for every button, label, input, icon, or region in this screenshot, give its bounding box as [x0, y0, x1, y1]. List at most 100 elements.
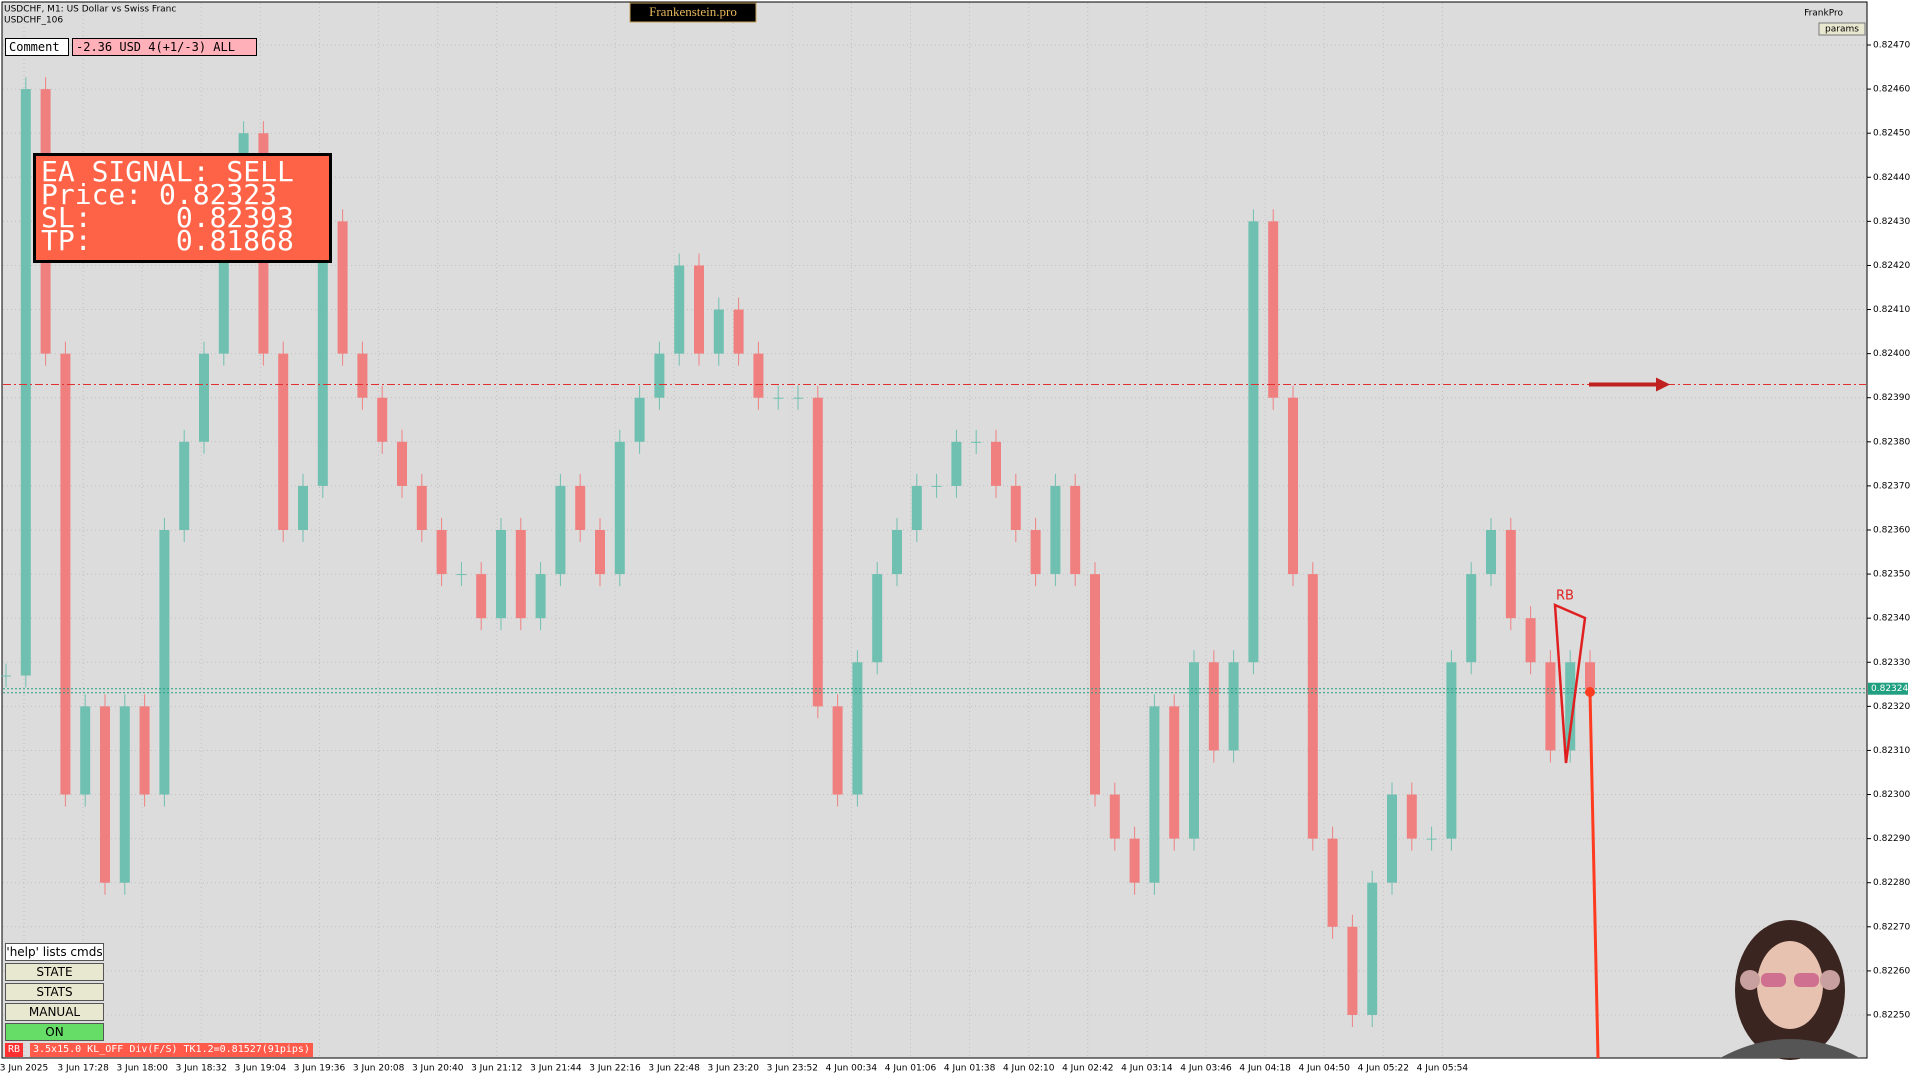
candle	[1169, 706, 1180, 839]
candle	[1268, 221, 1279, 398]
time-label: 4 Jun 05:22	[1358, 1064, 1409, 1074]
price-tick-label: 0.82390	[1873, 393, 1910, 403]
command-button[interactable]: ON	[5, 1023, 104, 1041]
candle	[1228, 662, 1239, 751]
candle	[1426, 838, 1437, 840]
candle	[496, 529, 506, 619]
time-label: 4 Jun 02:10	[1003, 1064, 1055, 1074]
candle	[951, 441, 962, 486]
sl-arrow-head	[1656, 377, 1670, 392]
time-label: 3 Jun 18:32	[176, 1064, 227, 1074]
candle	[1585, 662, 1595, 689]
candle	[357, 353, 368, 398]
candle	[694, 265, 704, 354]
brand: Frankenstein.pro	[649, 4, 737, 19]
candle	[773, 397, 784, 399]
candle	[1545, 662, 1556, 751]
candle	[634, 397, 645, 442]
time-label: 4 Jun 02:42	[1062, 1064, 1113, 1074]
price-tick-label: 0.82450	[1873, 129, 1910, 139]
candle	[892, 529, 902, 575]
candle	[911, 485, 922, 530]
candle	[1307, 574, 1318, 839]
price-tick-label: 0.82340	[1873, 614, 1910, 624]
candle	[199, 353, 209, 442]
signal-line: SL: 0.82393	[41, 201, 294, 234]
candle	[595, 529, 605, 575]
candle	[1070, 485, 1081, 575]
candle	[218, 221, 229, 354]
candle	[456, 574, 467, 576]
candle	[179, 441, 190, 530]
signal-box: EA SIGNAL: SELL Price: 0.82323 SL: 0.82393…	[33, 153, 332, 263]
price-tick-label: 0.82430	[1873, 217, 1910, 227]
price-tick-label: 0.82420	[1873, 261, 1910, 271]
candle	[119, 706, 130, 883]
time-label: 3 Jun 20:08	[353, 1064, 405, 1074]
time-label: 4 Jun 01:38	[944, 1064, 996, 1074]
time-label: 3 Jun 19:36	[294, 1064, 346, 1074]
candle	[1406, 794, 1417, 839]
command-button[interactable]: STATE	[5, 963, 104, 981]
price-tick-label: 0.82350	[1873, 570, 1910, 580]
candle	[20, 89, 31, 676]
candle	[812, 397, 823, 707]
time-label: 3 Jun 19:04	[235, 1064, 287, 1074]
comment-label: Comment	[5, 38, 69, 56]
candle	[1, 675, 11, 677]
time-label: 3 Jun 17:28	[57, 1064, 109, 1074]
candle	[1466, 574, 1477, 663]
time-label: 4 Jun 04:50	[1298, 1064, 1350, 1074]
command-button[interactable]: MANUAL	[5, 1003, 104, 1021]
candle	[1208, 662, 1219, 751]
account: USDCHF_106	[4, 16, 63, 26]
symbol: USDCHF, M1: US Dollar vs Swiss Franc	[4, 5, 176, 15]
time-label: 4 Jun 04:18	[1239, 1064, 1291, 1074]
price-tick-label: 0.82460	[1873, 85, 1910, 95]
command-button[interactable]: STATS	[5, 983, 104, 1001]
candle	[793, 397, 803, 399]
candle	[971, 441, 982, 443]
time-label: 3 Jun 21:12	[471, 1064, 522, 1074]
time-label: 3 Jun 23:52	[767, 1064, 818, 1074]
candle	[654, 353, 665, 398]
candle	[1129, 838, 1140, 883]
price-tick-label: 0.82250	[1873, 1010, 1910, 1020]
tp-line	[1588, 691, 1600, 1059]
candle	[872, 574, 883, 663]
avatar	[1720, 920, 1860, 1060]
candle	[80, 706, 91, 795]
status-tag: RB	[5, 1043, 24, 1057]
bid-label: 0.82324	[1871, 684, 1908, 694]
candle	[377, 397, 388, 442]
time-label: 3 Jun 22:16	[589, 1064, 641, 1074]
bid-label-bg	[1868, 682, 1908, 695]
candle	[1090, 574, 1100, 795]
candle	[100, 706, 110, 883]
price-tick-label: 0.82290	[1873, 834, 1910, 844]
brand-box	[629, 2, 757, 23]
candle	[575, 485, 586, 530]
params-label[interactable]: params	[1825, 25, 1859, 35]
candle	[674, 265, 685, 354]
price-tick-label: 0.82310	[1873, 746, 1910, 756]
time-label: 3 Jun 2025	[0, 1064, 48, 1074]
candle	[139, 706, 150, 795]
candle	[614, 441, 625, 575]
candle	[1189, 662, 1199, 839]
command-button[interactable]: 'help' lists cmds	[5, 943, 104, 961]
rb-pattern	[1553, 603, 1587, 764]
time-label: 4 Jun 03:14	[1121, 1064, 1173, 1074]
time-label: 3 Jun 23:20	[707, 1064, 759, 1074]
time-label: 4 Jun 03:46	[1180, 1064, 1232, 1074]
price-tick-label: 0.82360	[1873, 525, 1910, 535]
candle	[1525, 618, 1536, 663]
candle	[1486, 529, 1496, 575]
params-button[interactable]	[1818, 22, 1866, 36]
time-label: 3 Jun 20:40	[412, 1064, 464, 1074]
price-tick-label: 0.82300	[1873, 790, 1910, 800]
candle	[991, 441, 1001, 486]
candle	[1446, 662, 1457, 839]
candle	[317, 221, 328, 486]
